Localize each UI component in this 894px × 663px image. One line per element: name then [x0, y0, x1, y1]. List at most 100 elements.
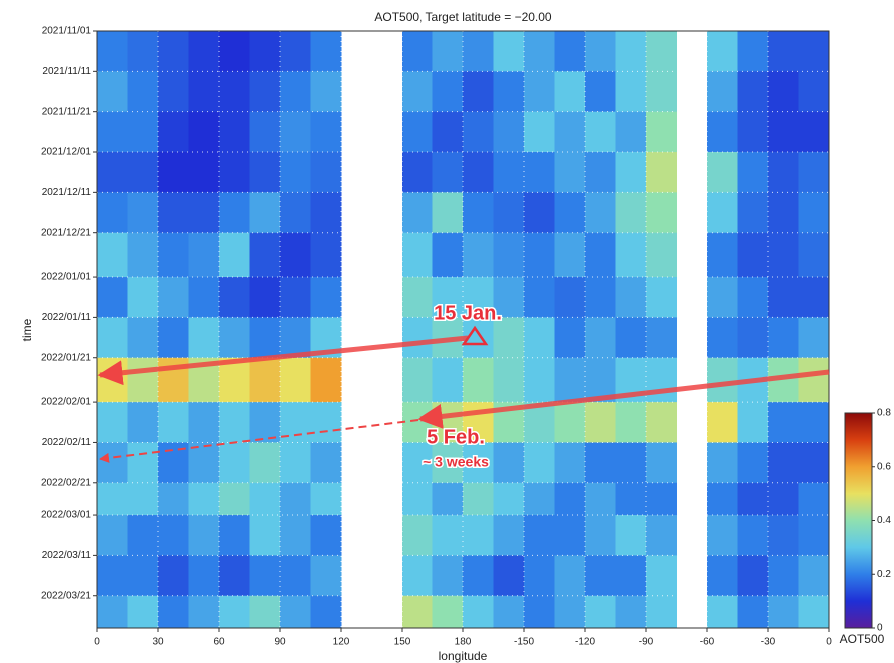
heat-cell — [463, 555, 494, 596]
heat-cell — [280, 515, 311, 556]
colorbar-tick-label: 0.4 — [877, 515, 891, 526]
heat-cell — [768, 71, 799, 112]
heat-cell — [158, 483, 189, 516]
heat-cell — [524, 233, 555, 278]
heat-cell — [555, 31, 586, 72]
y-tick-label: 2022/01/11 — [42, 312, 92, 323]
heat-cell — [585, 596, 616, 629]
heat-cell — [97, 152, 128, 193]
x-tick-label: -90 — [639, 637, 654, 648]
heat-cell — [158, 152, 189, 193]
heat-cell — [555, 112, 586, 153]
heat-cell — [799, 152, 830, 193]
heat-cell — [402, 358, 433, 403]
heat-cell — [585, 483, 616, 516]
heat-cell — [128, 596, 159, 629]
heat-cell — [250, 483, 281, 516]
heat-cell — [189, 317, 220, 358]
heat-cell — [158, 233, 189, 278]
heat-cell — [158, 112, 189, 153]
heat-cell — [585, 402, 616, 443]
heat-cell — [128, 233, 159, 278]
heat-cell — [189, 152, 220, 193]
heat-cell — [707, 358, 738, 403]
heat-cell — [128, 112, 159, 153]
x-axis-label: longitude — [439, 649, 488, 663]
heat-cell — [189, 71, 220, 112]
heat-cell — [219, 515, 250, 556]
heat-cell — [555, 152, 586, 193]
heat-cell — [280, 152, 311, 193]
heat-cell — [585, 515, 616, 556]
heat-cell — [463, 192, 494, 233]
heat-cell — [189, 483, 220, 516]
x-tick-label: 0 — [826, 637, 832, 648]
heat-cell — [219, 483, 250, 516]
heat-cell — [189, 596, 220, 629]
y-tick-label: 2022/02/21 — [41, 477, 91, 488]
heat-cell — [433, 555, 464, 596]
heat-cell — [524, 112, 555, 153]
heat-cell — [219, 317, 250, 358]
heat-cell — [219, 192, 250, 233]
heat-cell — [189, 192, 220, 233]
heat-cell — [799, 596, 830, 629]
heat-cell — [128, 358, 159, 403]
heat-cell — [189, 555, 220, 596]
heat-cell — [311, 358, 342, 403]
heat-cell — [616, 233, 647, 278]
heat-cell — [311, 277, 342, 318]
heat-cell — [463, 596, 494, 629]
heat-cell — [280, 596, 311, 629]
heat-cell — [707, 402, 738, 443]
heat-cell — [311, 112, 342, 153]
heat-cell — [311, 152, 342, 193]
heat-cell — [280, 442, 311, 483]
heat-cell — [768, 112, 799, 153]
heat-cell — [128, 555, 159, 596]
heat-cell — [219, 152, 250, 193]
heat-cell — [555, 596, 586, 629]
heat-cell — [616, 442, 647, 483]
heat-cell — [738, 112, 769, 153]
heat-cell — [646, 442, 677, 483]
heat-cell — [646, 358, 677, 403]
heat-cell — [738, 515, 769, 556]
heat-cell — [585, 192, 616, 233]
heat-cell — [189, 515, 220, 556]
heat-cell — [158, 277, 189, 318]
heat-cell — [311, 402, 342, 443]
heat-cell — [402, 596, 433, 629]
heat-cell — [707, 596, 738, 629]
y-tick-label: 2022/03/21 — [41, 590, 91, 601]
heat-cell — [738, 192, 769, 233]
heat-cell — [524, 358, 555, 403]
heat-cell — [738, 71, 769, 112]
y-tick-label: 2022/03/01 — [41, 510, 91, 521]
heat-cell — [646, 515, 677, 556]
heat-cell — [707, 483, 738, 516]
heat-cell — [402, 192, 433, 233]
colorbar-tick-label: 0.8 — [877, 408, 891, 419]
heat-cell — [402, 112, 433, 153]
heat-cell — [585, 152, 616, 193]
y-tick-label: 2021/12/21 — [41, 227, 91, 238]
heat-cell — [189, 233, 220, 278]
heat-cell — [585, 233, 616, 278]
heat-cell — [799, 277, 830, 318]
heat-cell — [97, 402, 128, 443]
heat-cell — [524, 71, 555, 112]
heat-cell — [219, 442, 250, 483]
heat-cell — [463, 515, 494, 556]
heat-cell — [768, 233, 799, 278]
y-tick-label: 2021/11/01 — [42, 26, 92, 37]
heat-cell — [433, 233, 464, 278]
heat-cell — [799, 555, 830, 596]
heat-cell — [707, 442, 738, 483]
heat-cell — [97, 555, 128, 596]
heat-cell — [768, 31, 799, 72]
heat-cell — [128, 515, 159, 556]
heat-cell — [128, 317, 159, 358]
x-tick-label: -150 — [514, 637, 534, 648]
heat-cell — [585, 112, 616, 153]
